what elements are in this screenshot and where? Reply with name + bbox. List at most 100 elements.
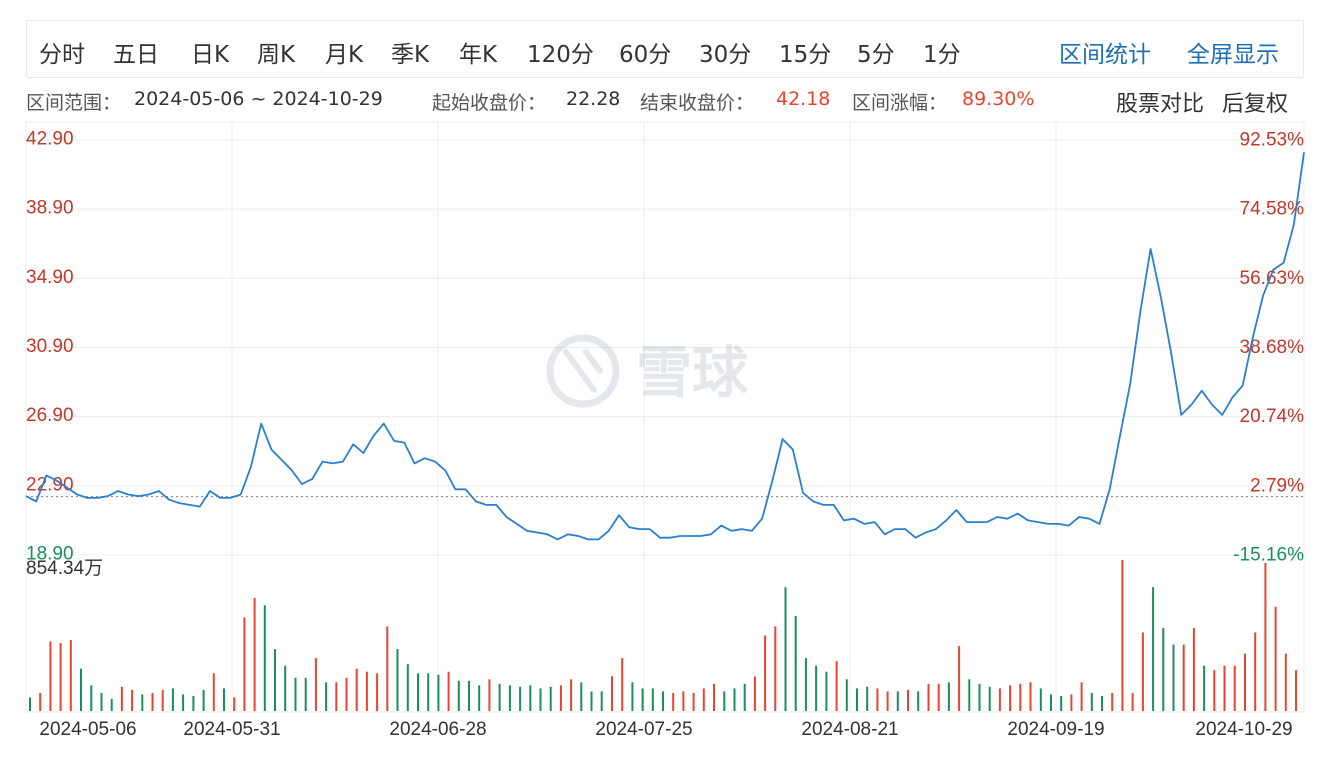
volume-bar bbox=[1192, 628, 1195, 712]
volume-bar bbox=[192, 695, 195, 711]
volume-bar bbox=[590, 691, 593, 711]
volume-bar bbox=[447, 671, 450, 711]
volume-bar bbox=[988, 686, 991, 711]
price-line bbox=[25, 152, 1305, 541]
period-tab[interactable]: 月K bbox=[325, 42, 364, 68]
volume-bar bbox=[1029, 682, 1032, 711]
volume-bar bbox=[396, 649, 399, 711]
volume-bar bbox=[457, 680, 460, 711]
volume-bar bbox=[539, 688, 542, 711]
volume-bar bbox=[1070, 694, 1073, 711]
volume-bar bbox=[1131, 692, 1134, 711]
volume-bar bbox=[314, 658, 317, 711]
volume-bar bbox=[978, 683, 981, 711]
change-label: 区间涨幅： bbox=[852, 92, 948, 114]
end-price-label: 结束收盘价： bbox=[640, 92, 755, 114]
period-tab[interactable]: 15分 bbox=[779, 42, 832, 68]
volume-bar bbox=[1152, 587, 1155, 711]
volume-bar bbox=[1203, 665, 1206, 711]
volume-bar bbox=[110, 698, 113, 711]
date-tick-label: 2024-06-28 bbox=[389, 719, 486, 740]
adjust-type-button[interactable]: 后复权 bbox=[1222, 92, 1289, 117]
period-tab[interactable]: 60分 bbox=[619, 42, 672, 68]
volume-bar bbox=[570, 679, 573, 711]
volume-bar bbox=[641, 688, 644, 711]
volume-bar bbox=[651, 688, 654, 711]
fullscreen-button[interactable]: 全屏显示 bbox=[1187, 42, 1279, 68]
volume-bar bbox=[1182, 644, 1185, 711]
volume-bar bbox=[386, 626, 389, 711]
period-tab[interactable]: 分时 bbox=[39, 42, 85, 68]
volume-bar bbox=[29, 697, 31, 711]
volume-bar bbox=[90, 685, 93, 711]
volume-bar bbox=[519, 686, 522, 711]
volume-bar bbox=[508, 685, 511, 711]
volume-bar bbox=[1213, 670, 1216, 711]
date-axis-labels: 2024-05-06 2024-05-31 2024-06-28 2024-07-25… bbox=[39, 719, 1292, 740]
period-tab[interactable]: 季K bbox=[391, 42, 430, 68]
volume-bar bbox=[559, 685, 562, 711]
price-tick-label: 42.90 bbox=[26, 129, 74, 150]
volume-bar bbox=[1009, 685, 1012, 711]
volume-bars bbox=[29, 560, 1297, 712]
volume-bar bbox=[100, 692, 103, 711]
volume-bar bbox=[223, 688, 225, 711]
start-price-value: 22.28 bbox=[566, 88, 621, 110]
volume-bar bbox=[723, 691, 726, 711]
volume-bar bbox=[784, 587, 787, 711]
period-tab[interactable]: 5分 bbox=[857, 42, 895, 68]
volume-bar bbox=[1274, 606, 1277, 711]
date-tick-label: 2024-05-31 bbox=[183, 719, 280, 740]
percent-tick-label: 56.63% bbox=[1240, 268, 1305, 289]
volume-bar bbox=[478, 685, 481, 711]
volume-bar bbox=[1090, 692, 1093, 711]
period-tab[interactable]: 五日 bbox=[113, 42, 159, 68]
volume-bar bbox=[1254, 632, 1257, 711]
volume-bar bbox=[947, 682, 950, 711]
period-tab[interactable]: 120分 bbox=[527, 42, 594, 68]
period-tab[interactable]: 周K bbox=[257, 42, 296, 68]
volume-bar bbox=[600, 691, 603, 711]
volume-bar bbox=[774, 626, 777, 711]
volume-bar bbox=[713, 683, 715, 711]
volume-bar bbox=[845, 679, 848, 711]
volume-bar bbox=[69, 640, 72, 711]
date-tick-label: 2024-09-19 bbox=[1007, 719, 1104, 740]
start-price-label: 起始收盘价： bbox=[432, 92, 547, 114]
xueqiu-watermark: 雪球 bbox=[546, 334, 749, 408]
volume-bar bbox=[998, 688, 1001, 711]
volume-bar bbox=[120, 686, 123, 711]
volume-bar bbox=[182, 694, 185, 711]
period-tab[interactable]: 日K bbox=[191, 42, 230, 68]
period-tab[interactable]: 年K bbox=[459, 42, 498, 68]
volume-bar bbox=[437, 674, 440, 711]
period-tab[interactable]: 30分 bbox=[699, 42, 752, 68]
period-tab[interactable]: 1分 bbox=[923, 42, 961, 68]
price-axis-labels: 42.90 38.90 34.90 30.90 26.90 22.90 18.90 bbox=[26, 129, 74, 565]
volume-bar bbox=[304, 677, 307, 711]
volume-bar bbox=[274, 649, 276, 711]
volume-bar bbox=[702, 688, 705, 711]
volume-bar bbox=[253, 597, 256, 712]
range-value: 2024-05-06 ~ 2024-10-29 bbox=[134, 88, 383, 110]
volume-bar bbox=[580, 682, 583, 711]
volume-bar bbox=[1019, 683, 1022, 711]
volume-bar bbox=[1121, 560, 1124, 711]
volume-bar bbox=[611, 676, 613, 711]
stock-compare-button[interactable]: 股票对比 bbox=[1116, 92, 1205, 117]
volume-bar bbox=[151, 692, 154, 711]
volume-bar bbox=[243, 617, 246, 711]
volume-bar bbox=[131, 689, 134, 711]
volume-bar bbox=[1172, 644, 1175, 711]
volume-bar bbox=[355, 668, 358, 711]
interval-stats-button[interactable]: 区间统计 bbox=[1059, 42, 1151, 68]
percent-tick-label: 38.68% bbox=[1240, 337, 1305, 358]
volume-bar bbox=[212, 673, 215, 712]
date-tick-label: 2024-10-29 bbox=[1195, 719, 1292, 740]
volume-bar bbox=[1295, 670, 1297, 711]
volume-bar bbox=[794, 615, 797, 711]
volume-bar bbox=[406, 664, 409, 711]
volume-bar bbox=[1111, 692, 1114, 711]
volume-bar bbox=[621, 658, 624, 711]
